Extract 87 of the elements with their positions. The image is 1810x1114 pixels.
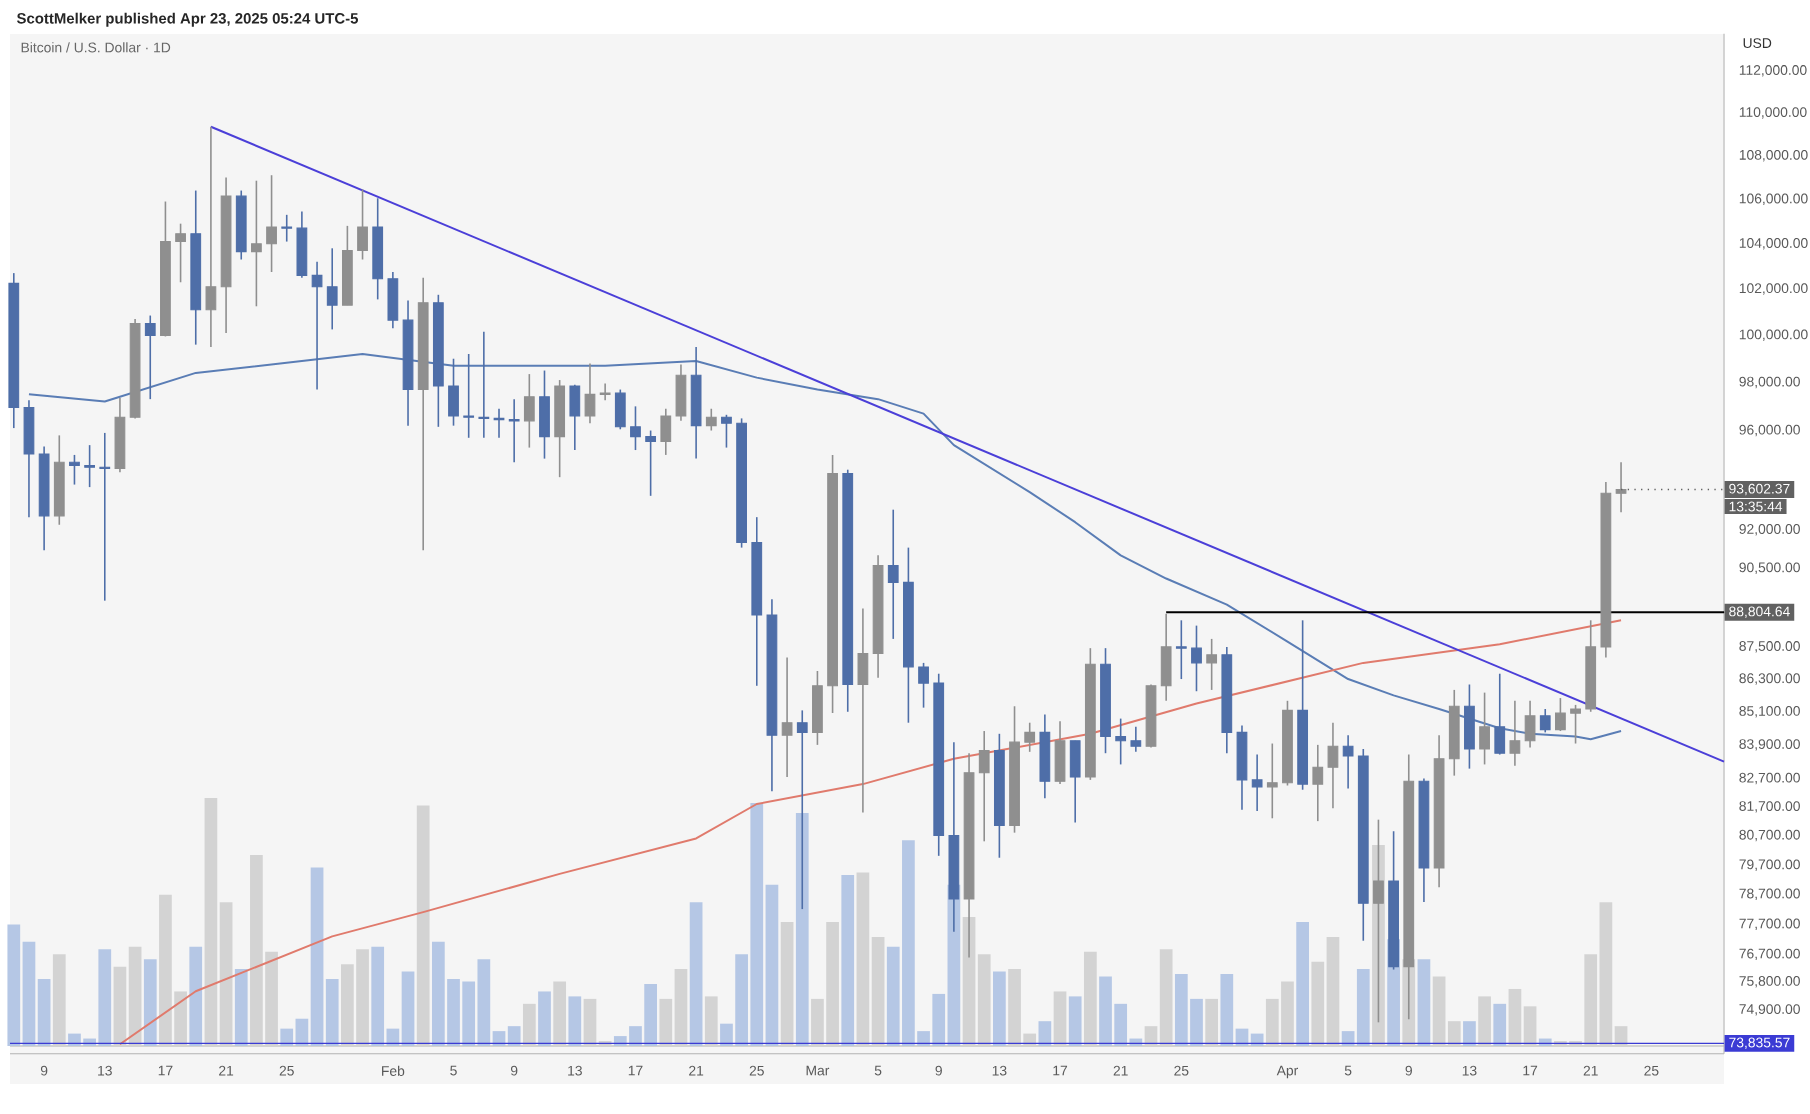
candlestick: [1342, 734, 1354, 790]
candlestick: [144, 314, 156, 400]
candlestick: [599, 382, 611, 402]
bar: [993, 971, 1006, 1046]
candlestick: [1464, 683, 1475, 770]
bar: [189, 946, 203, 1046]
bar: [553, 981, 567, 1046]
candlestick: [1160, 612, 1172, 702]
candlestick: [448, 357, 459, 427]
candlestick: [1570, 704, 1581, 745]
bar: [1205, 998, 1219, 1046]
bar: [841, 874, 855, 1046]
candlestick: [523, 373, 535, 449]
candlestick: [630, 405, 641, 451]
candlestick: [1479, 691, 1490, 766]
bar: [689, 902, 703, 1046]
candlestick: [69, 454, 80, 486]
candlestick: [1115, 717, 1127, 766]
candlestick: [84, 444, 95, 488]
bar: [522, 1003, 536, 1046]
candlestick: [857, 607, 869, 814]
candlestick: [1327, 721, 1339, 810]
bar: [568, 996, 582, 1046]
candlestick: [660, 407, 672, 456]
candlestick: [478, 330, 490, 439]
candlestick: [1024, 721, 1036, 753]
candlestick: [1312, 744, 1324, 822]
candlestick: [508, 398, 520, 464]
candlestick: [569, 383, 581, 451]
candlestick: [205, 125, 217, 348]
candlestick: [99, 432, 111, 602]
candlestick: [1130, 726, 1142, 753]
candlestick: [539, 369, 550, 460]
candlestick: [781, 656, 793, 778]
candlestick: [326, 247, 338, 331]
bar: [704, 996, 718, 1046]
bar: [795, 812, 809, 1046]
candlestick: [387, 271, 399, 330]
candlestick: [645, 429, 657, 497]
bar: [234, 969, 248, 1046]
candlestick: [614, 388, 626, 431]
bar: [1463, 1021, 1476, 1046]
bar: [52, 954, 66, 1046]
candlestick: [1555, 697, 1566, 732]
bar: [1068, 996, 1082, 1046]
bar: [416, 805, 430, 1046]
bar: [143, 959, 157, 1046]
candlestick: [463, 353, 475, 439]
candlestick: [1509, 700, 1521, 767]
candlestick: [1266, 742, 1278, 820]
candlestick: [705, 407, 717, 432]
bar: [1053, 991, 1067, 1046]
candlestick: [251, 179, 262, 308]
candlestick: [357, 188, 368, 261]
candlestick: [1615, 461, 1627, 513]
candlestick: [175, 222, 186, 284]
candlestick: [296, 210, 308, 279]
bar: [1083, 951, 1097, 1046]
candlestick: [1494, 672, 1506, 756]
candlestick: [675, 363, 687, 422]
candlestick: [1539, 708, 1551, 734]
candlestick: [1206, 638, 1218, 691]
candlestick: [584, 362, 596, 425]
candlestick: [493, 407, 505, 439]
candlestick: [311, 260, 323, 391]
candlestick: [918, 662, 929, 709]
candlestick: [978, 730, 990, 843]
candlestick: [1251, 753, 1263, 812]
candlestick: [23, 399, 35, 518]
candlestick: [1175, 619, 1187, 680]
bar: [1038, 1021, 1052, 1046]
candlestick: [266, 174, 277, 273]
bar: [1296, 922, 1309, 1046]
bar: [1493, 1003, 1507, 1046]
candlestick: [281, 214, 293, 243]
candlestick: [887, 508, 899, 640]
bar: [780, 922, 794, 1046]
bar: [1417, 959, 1431, 1046]
candlestick: [721, 414, 732, 449]
candlestick: [1069, 739, 1081, 824]
bar: [538, 991, 551, 1046]
bar: [1478, 996, 1491, 1046]
candlestick: [1524, 700, 1536, 749]
candlestick: [1236, 724, 1248, 811]
candlestick: [1191, 624, 1202, 693]
candlestick: [812, 670, 823, 746]
candlestick: [1054, 720, 1066, 785]
